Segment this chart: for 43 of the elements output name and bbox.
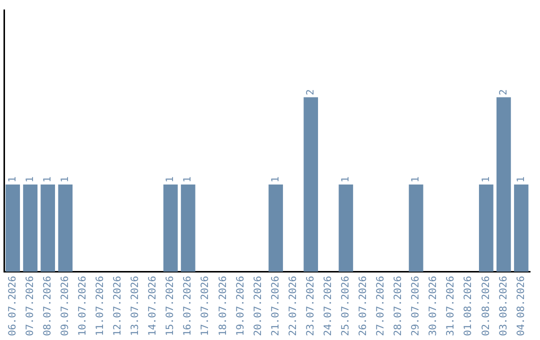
x-tick-label: 15.07.2026 bbox=[165, 276, 176, 336]
x-tick-label: 13.07.2026 bbox=[130, 276, 142, 336]
x-tick-label: 22.07.2026 bbox=[288, 276, 299, 336]
x-tick-label: 28.07.2026 bbox=[393, 276, 404, 336]
x-tick-label: 27.07.2026 bbox=[376, 276, 387, 336]
x-tick-label: 21.07.2026 bbox=[270, 276, 282, 336]
x-tick-label: 02.08.2026 bbox=[480, 276, 492, 336]
data-label: 1 bbox=[42, 176, 54, 183]
x-tick-label: 04.08.2026 bbox=[516, 276, 527, 336]
x-tick-label: 09.07.2026 bbox=[60, 276, 71, 336]
x-tick-label: 08.07.2026 bbox=[42, 276, 54, 336]
data-label: 1 bbox=[516, 176, 527, 183]
data-label: 1 bbox=[24, 176, 36, 183]
x-tick-label: 01.08.2026 bbox=[463, 276, 474, 336]
x-tick-label: 25.07.2026 bbox=[340, 276, 352, 336]
x-tick-label: 19.07.2026 bbox=[235, 276, 246, 336]
data-label: 1 bbox=[410, 176, 422, 183]
x-tick-label: 31.07.2026 bbox=[446, 276, 457, 336]
data-label: 1 bbox=[340, 176, 352, 183]
x-tick-label: 12.07.2026 bbox=[112, 276, 124, 336]
data-label: 1 bbox=[165, 176, 176, 183]
x-tick-label: 17.07.2026 bbox=[200, 276, 212, 336]
x-tick-label: 11.07.2026 bbox=[95, 276, 106, 336]
data-label: 1 bbox=[480, 176, 492, 183]
data-label: 1 bbox=[7, 176, 18, 183]
x-tick-label: 29.07.2026 bbox=[410, 276, 422, 336]
x-tick-label: 16.07.2026 bbox=[182, 276, 194, 336]
data-label: 2 bbox=[498, 89, 510, 96]
data-label: 1 bbox=[270, 176, 282, 183]
data-label: 2 bbox=[305, 89, 316, 96]
x-tick-label: 26.07.2026 bbox=[358, 276, 370, 336]
data-label: 1 bbox=[60, 176, 71, 183]
x-tick-label: 14.07.2026 bbox=[148, 276, 159, 336]
x-tick-label: 18.07.2026 bbox=[218, 276, 229, 336]
x-tick-label: 07.07.2026 bbox=[24, 276, 36, 336]
x-tick-label: 06.07.2026 bbox=[7, 276, 18, 336]
x-tick-label: 30.07.2026 bbox=[428, 276, 440, 336]
x-tick-label: 20.07.2026 bbox=[252, 276, 264, 336]
data-label: 1 bbox=[182, 176, 194, 183]
x-tick-label: 10.07.2026 bbox=[77, 276, 88, 336]
x-tick-label: 03.08.2026 bbox=[498, 276, 510, 336]
x-tick-label: 24.07.2026 bbox=[322, 276, 334, 336]
x-tick-label: 23.07.2026 bbox=[305, 276, 316, 336]
